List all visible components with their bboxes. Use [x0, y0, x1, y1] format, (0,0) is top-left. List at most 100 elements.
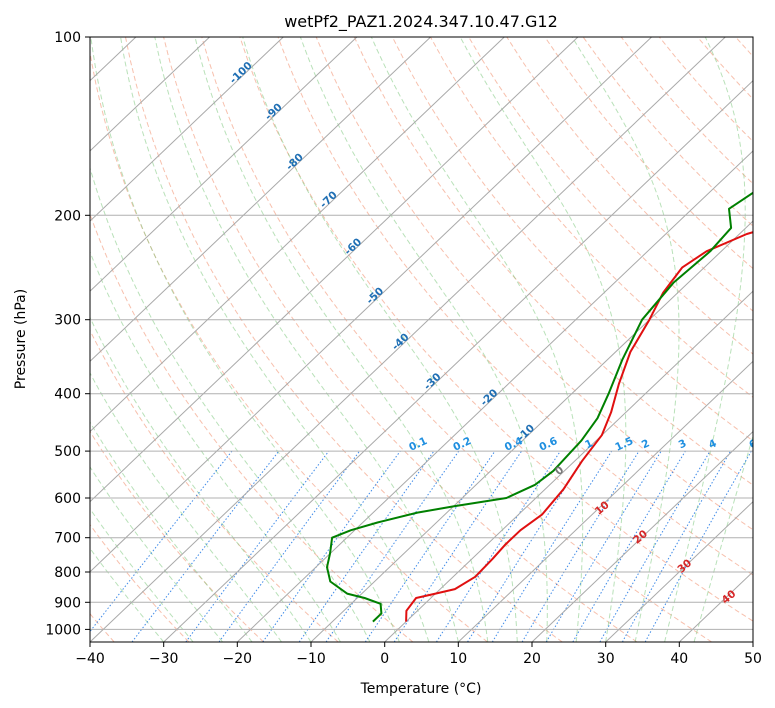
x-axis: −40 −30 −20 −10 0 10 20 30 40 50 [75, 642, 762, 667]
dry-adiabat [391, 37, 753, 442]
isotherm [90, 37, 505, 433]
isotherm [531, 430, 753, 642]
mixing-ratio-line [90, 450, 233, 633]
y-tick-label: 600 [54, 491, 81, 507]
dry-adiabat [239, 37, 753, 622]
plot-frame [89, 36, 754, 643]
y-tick-label: 200 [54, 208, 81, 224]
moist-adiabat [90, 250, 341, 642]
moist-adiabat-label: 0 [553, 464, 566, 478]
moist-adiabat [154, 37, 459, 642]
isotherm [90, 37, 210, 152]
y-axis-label: Pressure (hPa) [13, 289, 29, 389]
moist-adiabat [194, 37, 489, 642]
moist-adiabat [299, 37, 548, 642]
mixing-ratio-line [599, 450, 711, 642]
isotherm-label: -80 [284, 151, 306, 173]
y-tick-label: 300 [54, 313, 81, 329]
isotherm-label: -100 [227, 60, 254, 87]
mixing-ratio-label: 6 [747, 437, 759, 451]
isotherm [457, 360, 753, 642]
pressure-grid-lines [90, 37, 753, 630]
isotherm-labels: -100-90-80-70-60-50-40-30-20-10 [227, 60, 537, 444]
moist-adiabat [90, 421, 253, 642]
mixing-ratio-line [364, 450, 496, 642]
mixing-ratio-line [521, 450, 640, 642]
dry-adiabat [125, 37, 563, 642]
isotherm [678, 571, 753, 642]
mixing-ratio-line [185, 450, 330, 642]
x-tick-label: 30 [597, 651, 615, 667]
dry-adiabat [90, 430, 264, 642]
y-tick-label: 100 [54, 30, 81, 46]
mixing-ratio-label: 3 [677, 437, 689, 451]
moist-adiabat [693, 434, 753, 642]
y-tick-label: 1000 [45, 622, 81, 638]
mixing-ratio-line [491, 450, 613, 642]
dry-adiabat [90, 212, 414, 642]
moist-adiabat [90, 371, 282, 642]
x-tick-label: 20 [523, 651, 541, 667]
y-axis: 100 200 300 400 500 600 700 800 900 1000 [45, 30, 90, 638]
mixing-ratio-line [467, 450, 590, 642]
x-tick-label: −10 [296, 651, 326, 667]
isotherm-label: -60 [342, 236, 364, 258]
isotherm [236, 150, 753, 642]
y-tick-label: 800 [54, 565, 81, 581]
chart-title: wetPf2_PAZ1.2024.347.10.47.G12 [284, 12, 558, 32]
moist-adiabat-label: 10 [593, 499, 612, 518]
isotherm [752, 641, 753, 642]
mixing-ratio-line [545, 450, 662, 642]
y-tick-label: 500 [54, 444, 81, 460]
x-axis-label: Temperature (°C) [360, 681, 482, 697]
dry-adiabat [620, 37, 753, 185]
x-tick-label: 10 [449, 651, 467, 667]
moist-adiabat [90, 316, 312, 642]
dry-adiabat [90, 523, 190, 642]
dry-adiabat [90, 49, 488, 642]
isotherm-label: -30 [422, 371, 444, 393]
dry-adiabat [90, 329, 339, 642]
isotherm [0, 37, 62, 642]
moist-adiabat-label: 20 [631, 528, 650, 547]
isotherm-label: -70 [318, 189, 340, 211]
x-tick-label: −30 [149, 651, 179, 667]
isotherm [90, 37, 284, 222]
isotherm [90, 37, 579, 503]
isotherm [605, 501, 753, 642]
moist-adiabat-lines [90, 37, 753, 642]
mixing-ratio-line [262, 450, 401, 642]
temperature-profile-line [405, 231, 753, 622]
mixing-ratio-label: 1 [583, 437, 595, 451]
y-tick-label: 700 [54, 531, 81, 547]
isotherm [90, 37, 431, 363]
dry-adiabat [468, 37, 753, 355]
dry-adiabat [735, 37, 753, 58]
x-tick-label: 40 [670, 651, 688, 667]
moist-adiabat [370, 37, 584, 642]
dry-adiabat [697, 37, 753, 100]
moist-adiabat [120, 37, 430, 642]
mixing-ratio-label: 2 [640, 437, 652, 451]
isotherm-label: -20 [478, 387, 500, 409]
moist-adiabat [459, 37, 627, 642]
mixing-ratio-line [621, 450, 732, 642]
moist-adiabat [242, 37, 518, 642]
dry-adiabat [315, 37, 753, 531]
mixing-ratio-line [325, 450, 460, 642]
isotherm-label: -50 [364, 285, 386, 307]
moist-adiabat-label: 40 [720, 588, 739, 607]
moist-adiabat [90, 166, 371, 642]
plot-area: -100-90-80-70-60-50-40-30-20-10 0.1 0.2 0.… [0, 37, 759, 642]
mixing-ratio-line [435, 450, 561, 642]
skewed-isotherm-lines [0, 37, 753, 642]
mixing-ratio-lines [90, 450, 752, 642]
mixing-ratio-label: 4 [707, 437, 719, 451]
mixing-ratio-line [298, 450, 435, 642]
mixing-ratio-line [131, 450, 280, 642]
dewpoint-profile-line [326, 191, 753, 623]
y-tick-label: 900 [54, 595, 81, 611]
isotherm [384, 290, 753, 642]
isotherm [163, 80, 753, 642]
